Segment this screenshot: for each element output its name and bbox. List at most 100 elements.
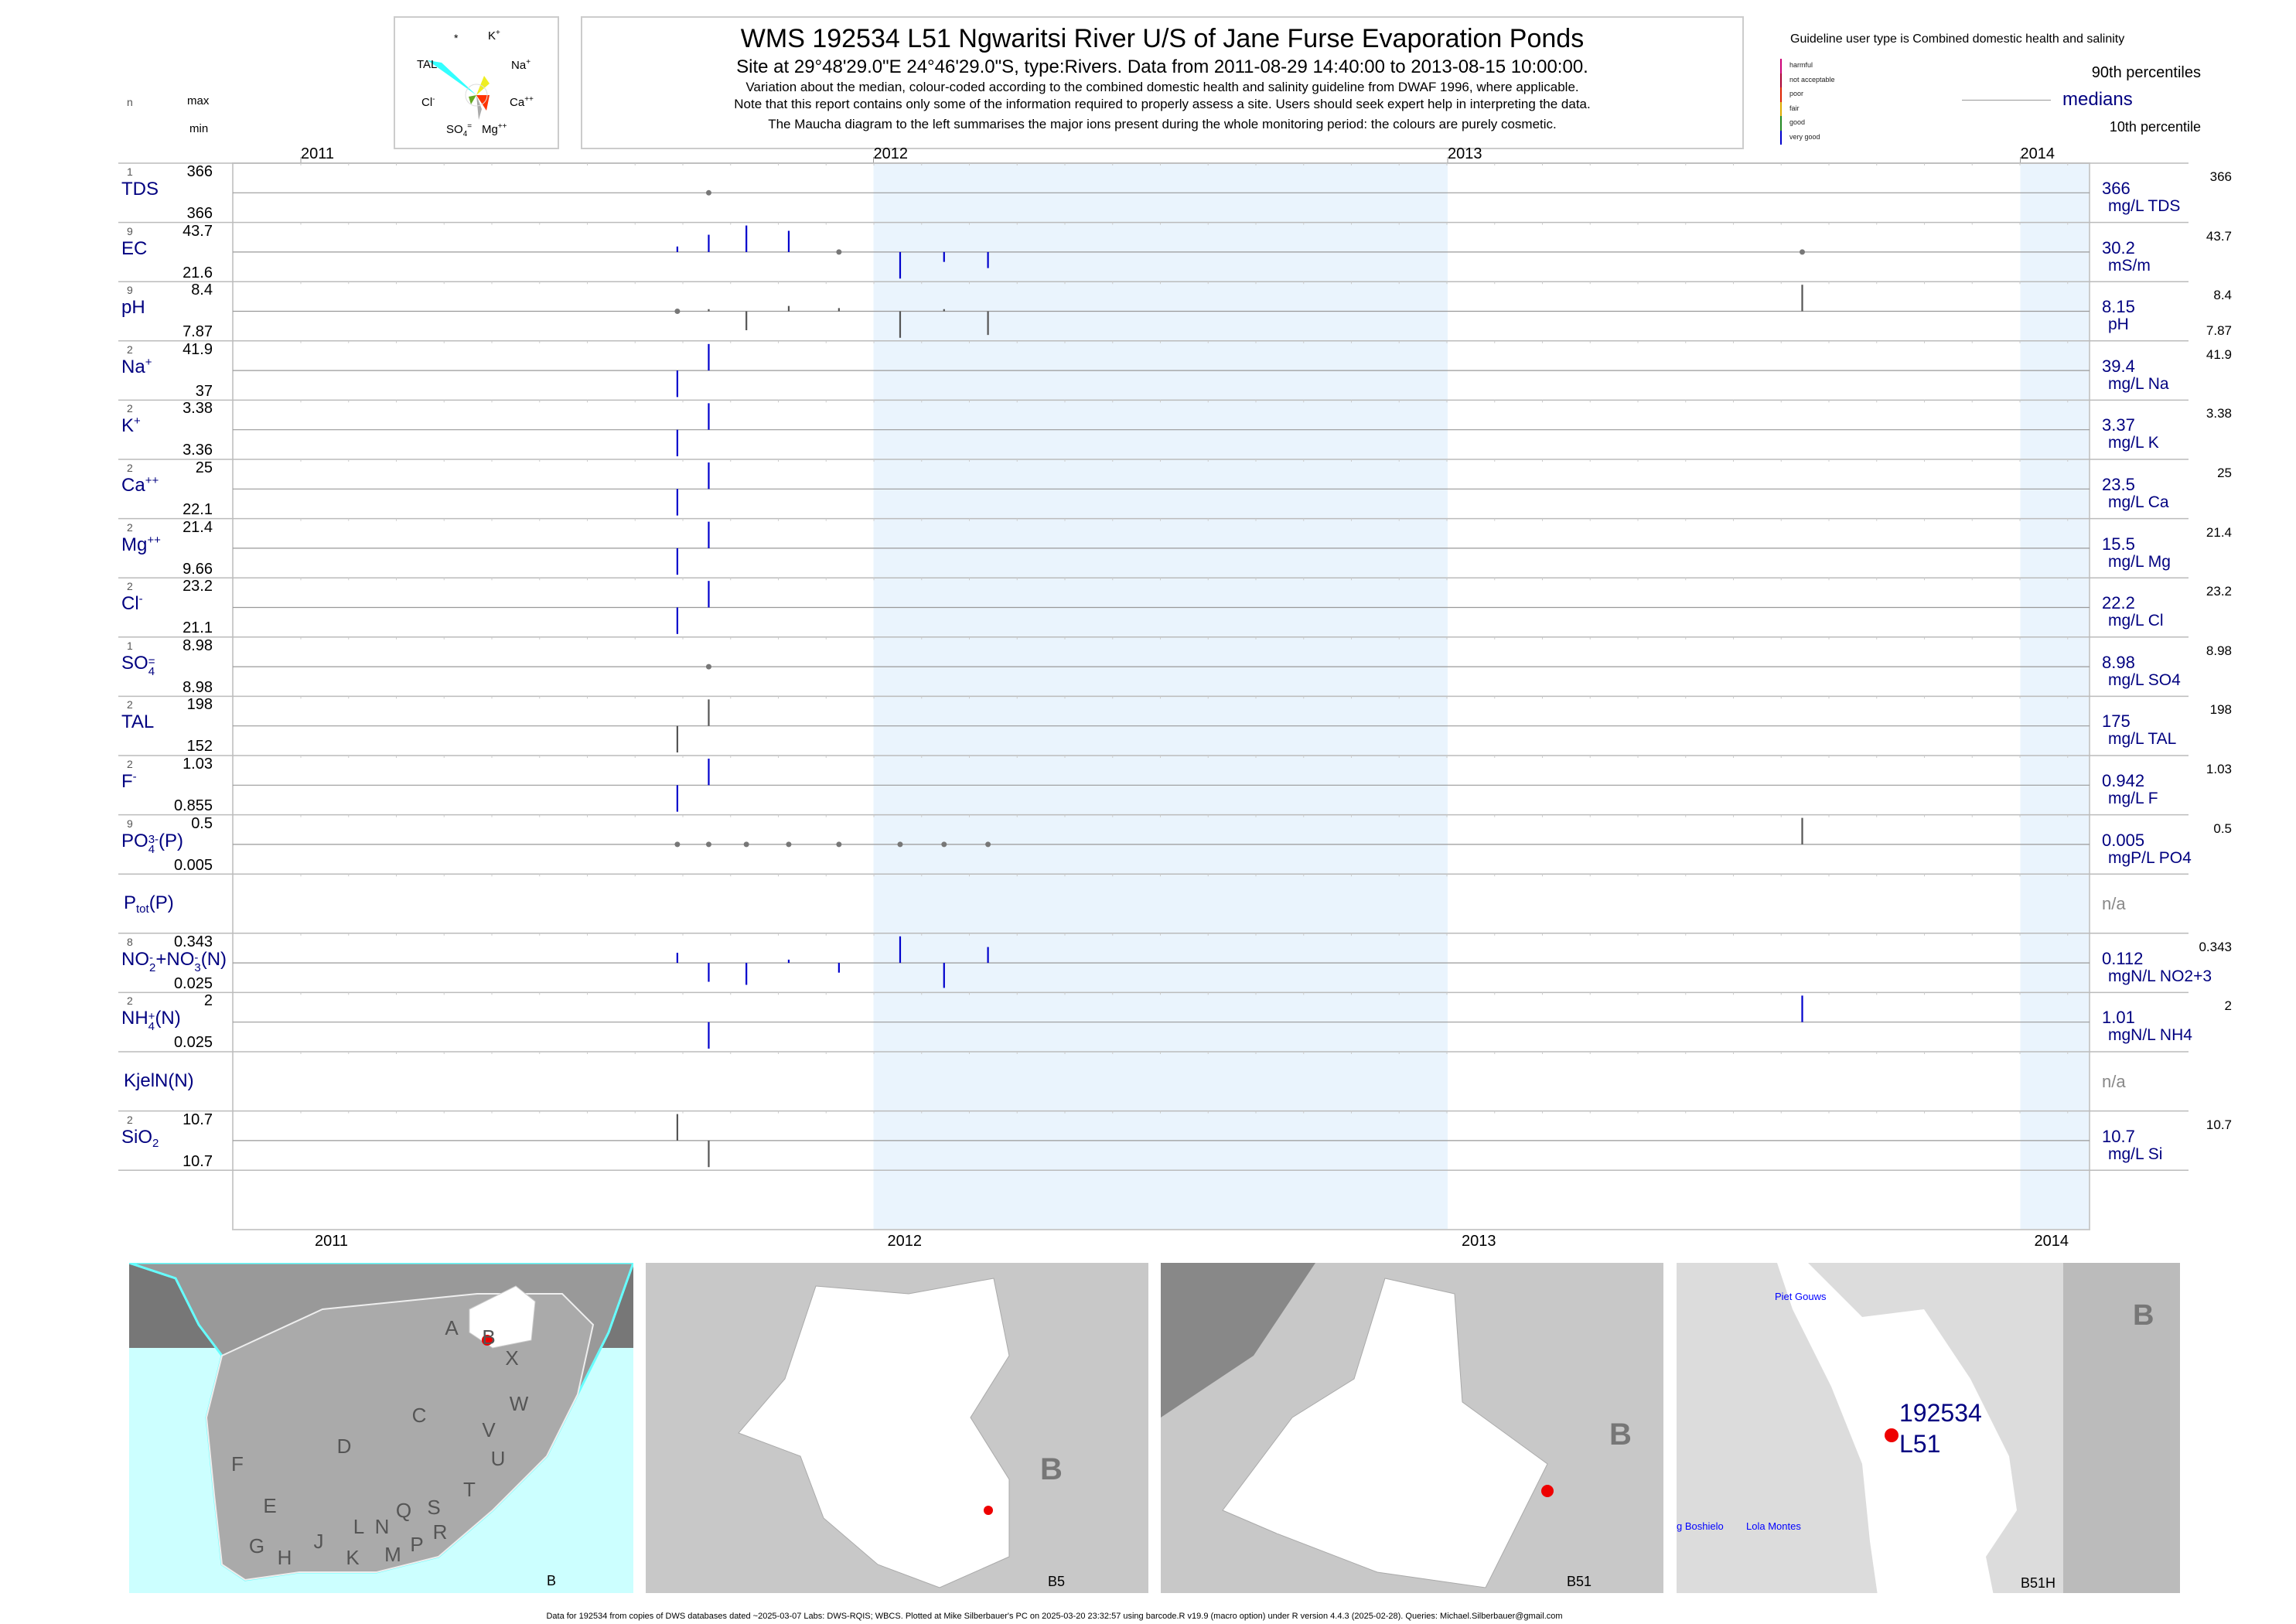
median-value: 8.15 [2102, 297, 2135, 317]
maucha-label-cl: Cl- [421, 95, 435, 109]
parameter-name: Mg ++ [121, 533, 161, 555]
parameter-name: Cl - [121, 592, 143, 615]
median-value: 0.112 [2102, 948, 2144, 968]
row-max: 8.4 [191, 281, 213, 299]
drainage-region-label: J [314, 1530, 324, 1553]
place-piet-gouws: Piet Gouws [1775, 1291, 1827, 1302]
row-max: 3.38 [183, 400, 213, 418]
parameter-name: TDS [121, 179, 159, 200]
sample-count: 2 [127, 698, 133, 711]
site-code-label: L51 [1899, 1430, 1940, 1458]
legend-median-line [1962, 100, 2051, 101]
legend-class-label: fair [1789, 104, 1800, 112]
sample-count: 2 [127, 402, 133, 415]
header-min: min [189, 122, 209, 135]
median-value: 23.5 [2102, 475, 2135, 494]
legend-color-swatch [1780, 59, 1782, 73]
site-id-label: 192534 [1899, 1399, 1982, 1427]
unit-label: mg/L TAL [2108, 730, 2177, 749]
median-value: 0.005 [2102, 830, 2145, 850]
unit-label: mgN/L NH4 [2108, 1026, 2192, 1045]
p90-value: 21.4 [2206, 524, 2232, 540]
map-b5: B B5 [646, 1263, 1148, 1593]
unit-label: mg/L K [2108, 434, 2159, 452]
row-max: 10.7 [183, 1111, 213, 1128]
row-min: 0.025 [173, 1034, 213, 1052]
p90-value: 41.9 [2206, 346, 2232, 362]
sample-count: 9 [127, 817, 133, 830]
p90-value: 25 [2217, 466, 2232, 480]
p90-value: 0.5 [2213, 821, 2232, 836]
drainage-region-label: M [384, 1543, 401, 1566]
sample-point [705, 841, 711, 848]
sample-point [985, 841, 991, 848]
row-min: 0.005 [173, 856, 213, 874]
median-value: 3.37 [2102, 415, 2135, 435]
year-label-bottom: 2012 [887, 1233, 922, 1250]
row-min: 21.1 [183, 619, 213, 637]
legend-color-swatch [1780, 87, 1782, 102]
year-label-bottom: 2014 [2034, 1233, 2069, 1250]
maucha-label-na: Na+ [511, 58, 531, 72]
drainage-region-label: D [337, 1435, 352, 1458]
drainage-region-label: F [231, 1452, 244, 1476]
header-n: n [127, 96, 133, 108]
maucha-sector-cl [469, 95, 476, 104]
row-max: 366 [186, 163, 213, 180]
year-label-top: 2012 [873, 145, 908, 162]
sample-point [1800, 249, 1806, 255]
parameter-name: pH [121, 297, 145, 319]
row-min: 21.6 [183, 264, 213, 281]
row-min: 0.855 [173, 797, 213, 814]
row-min: 37 [195, 382, 213, 400]
row-min: 10.7 [183, 1152, 213, 1170]
legend-class-label: harmful [1789, 61, 1813, 69]
drainage-region-label: U [491, 1447, 506, 1470]
maucha-sector-mg [476, 95, 482, 120]
drainage-region-label: B [482, 1325, 495, 1349]
maucha-label-star: * [454, 32, 459, 44]
median-value: 22.2 [2102, 593, 2135, 613]
sample-count: 2 [127, 1113, 133, 1126]
drainage-region-label: N [375, 1515, 390, 1538]
parameter-name: TAL [121, 711, 155, 733]
p90-value: 0.343 [2199, 939, 2232, 954]
drainage-region-label: K [346, 1546, 360, 1569]
row-max: 43.7 [183, 222, 213, 240]
unit-label: mg/L SO4 [2108, 670, 2181, 689]
maucha-label-so4: SO4= [446, 122, 473, 138]
parameter-name: PO 3- 4 (P) [121, 830, 184, 856]
sample-count: 2 [127, 580, 133, 593]
drainage-region-label: W [510, 1392, 529, 1415]
median-value: 1.01 [2102, 1008, 2135, 1028]
unit-label: mg/L Na [2108, 374, 2169, 393]
unit-label: pH [2108, 316, 2129, 334]
footer-credits: Data for 192534 from copies of DWS datab… [546, 1612, 1563, 1621]
p90-value: 366 [2209, 169, 2232, 184]
legend-class-label: very good [1789, 132, 1820, 141]
legend-color-swatch [1780, 101, 1782, 116]
row-max: 2 [203, 992, 213, 1010]
row-max: 198 [186, 696, 213, 714]
sample-point [705, 664, 711, 670]
drainage-region-label: T [463, 1478, 476, 1501]
row-max: 41.9 [183, 340, 213, 358]
parameter-name: KjelN(N) [124, 1070, 194, 1091]
p90-value: 8.98 [2206, 643, 2232, 658]
unit-label: mg/L Cl [2108, 612, 2164, 630]
row-min: 7.87 [183, 323, 213, 341]
legend-color-swatch [1780, 73, 1782, 87]
p90-value: 8.4 [2213, 288, 2232, 303]
legend-class-label: not acceptable [1789, 75, 1835, 84]
legend-class-label: poor [1789, 90, 1804, 97]
unit-label: mg/L Ca [2108, 493, 2169, 511]
sample-point [705, 189, 711, 196]
drainage-region-label: L [353, 1515, 364, 1538]
row-min: 366 [186, 205, 213, 222]
maucha-diagram: * K+ TAL Na+ Cl- Ca++ SO4= Mg++ [394, 16, 559, 149]
median-value: 366 [2102, 179, 2131, 198]
sample-count: 2 [127, 758, 133, 770]
legend-p10: 10th percentile [2109, 119, 2201, 135]
row-max: 21.4 [183, 518, 213, 536]
